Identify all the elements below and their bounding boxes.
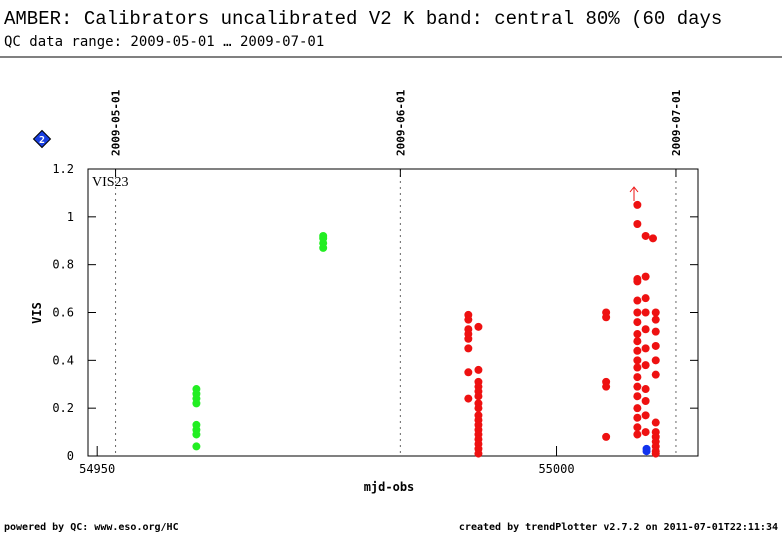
data-point: [633, 413, 642, 422]
badge-diamond: [32, 129, 52, 149]
data-point: [633, 356, 642, 365]
data-point: [641, 361, 650, 370]
chart-title: AMBER: Calibrators uncalibrated V2 K ban…: [4, 8, 722, 30]
y-tick-label: 0.4: [52, 353, 74, 367]
data-point: [641, 325, 650, 334]
data-point: [633, 430, 642, 439]
data-point: [651, 341, 660, 350]
footer-left: powered by QC: www.eso.org/HC: [4, 522, 179, 533]
data-point: [641, 344, 650, 353]
data-point: [651, 315, 660, 324]
data-point: [633, 318, 642, 327]
data-point: [651, 327, 660, 336]
panel-annotation: VIS23: [92, 175, 129, 190]
data-point: [474, 322, 483, 331]
data-point: [648, 234, 657, 243]
data-point: [633, 220, 642, 229]
arrow-head: [629, 186, 639, 193]
x-tick-label: 54950: [79, 462, 115, 476]
y-tick-label: 1.2: [52, 162, 74, 176]
data-point: [192, 430, 201, 439]
data-point: [641, 385, 650, 394]
data-point: [633, 363, 642, 372]
data-point: [474, 392, 483, 401]
data-point: [633, 330, 642, 339]
data-point: [641, 396, 650, 405]
x2-tick-label: 2009-06-01: [394, 89, 407, 156]
y-axis-label: VIS: [30, 302, 44, 324]
data-point: [641, 411, 650, 420]
data-point: [641, 272, 650, 281]
x2-tick-label: 2009-05-01: [110, 89, 123, 156]
data-point: [602, 313, 611, 322]
data-point: [641, 231, 650, 240]
chart-subtitle: QC data range: 2009-05-01 … 2009-07-01: [4, 34, 324, 50]
data-point: [602, 382, 611, 391]
data-point: [192, 442, 201, 451]
data-point: [651, 308, 660, 317]
data-point: [641, 294, 650, 303]
data-point: [633, 382, 642, 391]
y-tick-label: 1: [67, 210, 74, 224]
footer-right: created by trendPlotter v2.7.2 on 2011-0…: [459, 522, 778, 533]
badge-icon: 2: [32, 129, 52, 149]
data-point: [192, 399, 201, 408]
data-point: [651, 356, 660, 365]
y-tick-label: 0.8: [52, 258, 74, 272]
data-point: [633, 308, 642, 317]
data-point: [641, 428, 650, 437]
out-of-range-arrow: [629, 186, 639, 201]
data-point: [633, 337, 642, 346]
data-point: [641, 308, 650, 317]
data-point: [633, 200, 642, 209]
data-point: [474, 449, 483, 458]
data-point: [633, 296, 642, 305]
y-tick-label: 0.2: [52, 401, 74, 415]
data-point: [633, 392, 642, 401]
data-point: [319, 243, 328, 252]
x-axis-label: mjd-obs: [364, 480, 415, 494]
data-point: [651, 449, 660, 458]
data-point: [464, 334, 473, 343]
data-point: [602, 432, 611, 441]
data-point: [633, 346, 642, 355]
data-point: [633, 373, 642, 382]
data-point: [633, 423, 642, 432]
x2-tick-label: 2009-07-01: [670, 89, 683, 156]
data-point: [464, 394, 473, 403]
data-point: [474, 404, 483, 413]
y-tick-label: 0.6: [52, 306, 74, 320]
data-point: [651, 418, 660, 427]
data-point: [651, 370, 660, 379]
data-point: [464, 368, 473, 377]
data-point: [642, 447, 651, 456]
data-point: [633, 404, 642, 413]
data-point: [633, 277, 642, 286]
y-tick-label: 0: [67, 449, 74, 463]
x-tick-label: 55000: [538, 462, 574, 476]
data-point: [474, 365, 483, 374]
data-point: [464, 344, 473, 353]
badge-label: 2: [39, 135, 45, 146]
data-point: [464, 315, 473, 324]
